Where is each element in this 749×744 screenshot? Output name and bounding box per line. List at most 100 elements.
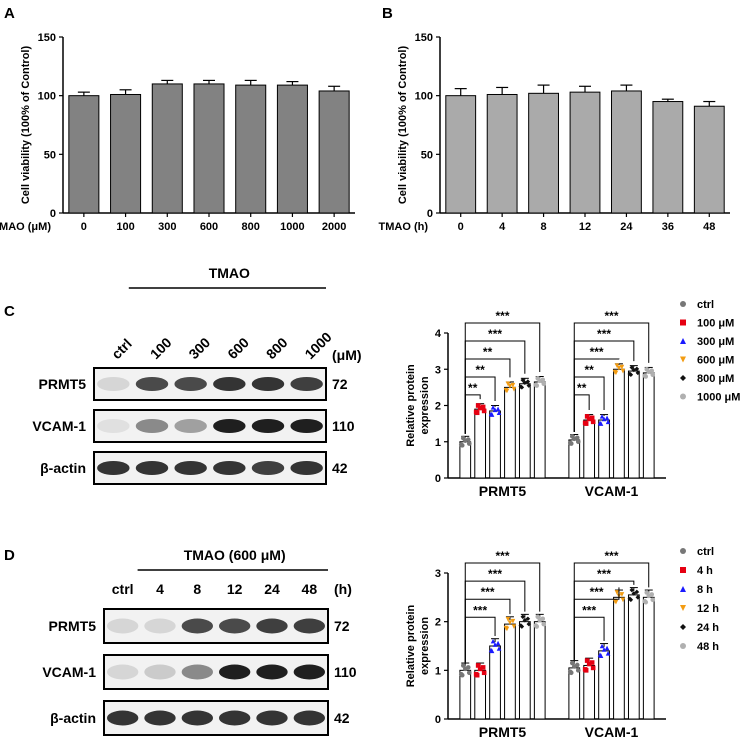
blot-band [174, 376, 207, 392]
y-tick-label: 150 [38, 32, 56, 44]
bar [235, 84, 267, 214]
blot-band [256, 710, 288, 726]
x-axis-label: TMAO (μM) [0, 221, 51, 233]
blot-band [293, 710, 326, 726]
y-tick-label: 0 [50, 208, 56, 220]
y-tick-label: 0 [435, 714, 441, 726]
data-point [474, 672, 480, 678]
data-point [586, 416, 592, 422]
significance-label: *** [488, 567, 502, 581]
bar [627, 370, 640, 479]
data-point [601, 647, 607, 652]
blot-protein-label: VCAM-1 [42, 664, 96, 680]
blot-protein-label: β-actin [50, 710, 96, 726]
x-group-label: VCAM-1 [585, 483, 639, 499]
y-tick-label: 0 [427, 208, 433, 220]
bar [68, 95, 100, 214]
data-point [534, 383, 540, 388]
bar [533, 621, 546, 720]
data-point [522, 380, 528, 385]
significance-label: *** [481, 585, 495, 599]
blot-kda-label: 110 [332, 418, 355, 434]
data-point [616, 365, 622, 371]
blot-strip [103, 700, 329, 736]
bar [642, 596, 655, 720]
legend-entry: ctrl [697, 299, 714, 311]
blot-strip [103, 654, 329, 690]
data-point [650, 372, 656, 377]
data-point [680, 605, 686, 611]
data-point [599, 414, 605, 419]
data-point [680, 375, 686, 381]
data-point [680, 301, 686, 307]
blot-band [135, 460, 169, 476]
significance-label: ** [577, 381, 587, 395]
blot-strip [103, 608, 329, 644]
data-point [489, 412, 495, 417]
data-point [466, 670, 472, 676]
bar [642, 372, 655, 479]
bar [693, 105, 725, 214]
data-point [584, 414, 590, 419]
x-tick-label: 12 [579, 221, 591, 233]
data-point [526, 621, 532, 627]
blot-band [97, 418, 130, 434]
bar [193, 83, 225, 214]
significance-bracket [464, 358, 511, 434]
data-point [505, 616, 511, 622]
data-point [586, 661, 592, 667]
data-point [537, 378, 543, 384]
bar [445, 95, 477, 214]
data-point [504, 388, 510, 394]
bar [276, 84, 308, 214]
chart-a-cell-viability-dose: 0 50 100 150 0 100 300 600 800 1000 2000 TMAO (μM) C… [0, 32, 355, 233]
bar [611, 90, 642, 214]
data-point [481, 408, 487, 414]
blot-protein-label: VCAM-1 [32, 418, 86, 434]
data-point [504, 626, 510, 632]
data-point [583, 668, 589, 673]
bar [474, 669, 487, 720]
x-group-label: PRMT5 [479, 483, 527, 499]
data-point [535, 614, 541, 620]
blot-band [213, 376, 246, 392]
data-point [604, 645, 610, 651]
blot-band [293, 664, 326, 680]
legend-entry: 300 μM [697, 336, 734, 348]
blot-band [97, 460, 130, 476]
blot-lane-label: ctrl [108, 335, 135, 362]
data-point [599, 643, 605, 649]
significance-label: *** [590, 345, 604, 359]
data-point [495, 406, 501, 412]
data-point [477, 405, 483, 411]
blot-lane-label: 12 [227, 581, 243, 597]
blot-band [218, 618, 251, 634]
bar [533, 381, 546, 479]
blot-band [290, 460, 323, 476]
legend-entry: 48 h [697, 641, 719, 653]
bar [486, 93, 518, 214]
data-point [605, 651, 611, 656]
data-point [466, 441, 472, 446]
data-point [534, 624, 540, 629]
data-point [680, 393, 686, 400]
data-point [492, 407, 498, 413]
blot-band [181, 710, 214, 726]
significance-label: *** [582, 603, 596, 617]
blot-band [256, 664, 288, 680]
blot-lane-label: 800 [263, 334, 291, 362]
data-point [522, 617, 528, 623]
bar [474, 408, 487, 479]
bar [627, 594, 640, 720]
data-point [507, 383, 513, 389]
data-point [583, 421, 589, 426]
x-tick-label: 4 [499, 221, 506, 233]
blot-band [181, 664, 214, 680]
y-axis-label: Cell viability (100% of Control) [397, 46, 409, 205]
y-tick-label: 0 [435, 473, 441, 485]
data-point [519, 624, 525, 629]
data-point [541, 621, 547, 627]
bar [598, 419, 610, 479]
x-tick-label: 800 [242, 221, 260, 233]
blot-treatment-label: TMAO [209, 265, 250, 281]
